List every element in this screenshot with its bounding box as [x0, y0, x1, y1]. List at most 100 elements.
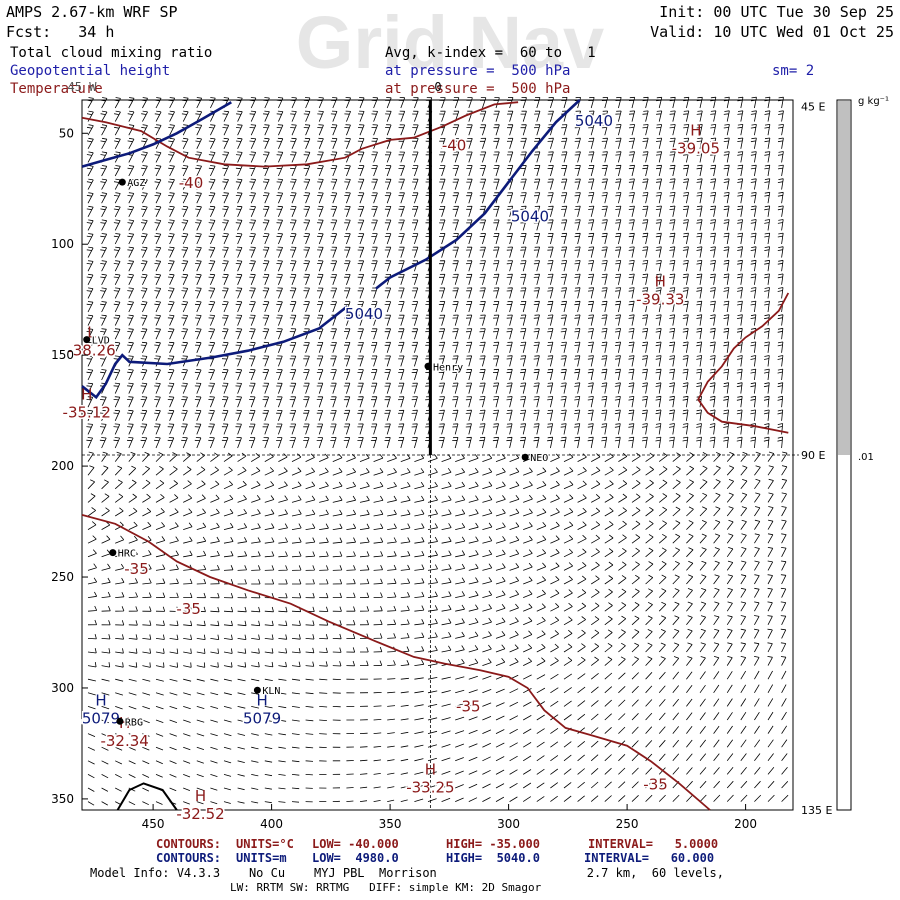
height-contour-units: UNITS=m	[236, 851, 287, 865]
station-dot	[109, 549, 117, 557]
height-contour	[81, 305, 349, 400]
extremum-value: -39.33	[636, 290, 684, 308]
field-cloud-label: Total cloud mixing ratio	[10, 45, 212, 61]
y-tick-label: 200	[51, 459, 74, 473]
station-label: LVD	[92, 336, 110, 347]
extremum-value: -32.52	[176, 805, 224, 823]
colorbar-fill	[838, 101, 850, 455]
height-contour	[81, 101, 232, 168]
temp-contour-prefix: CONTOURS:	[156, 837, 221, 851]
init-time: Init: 00 UTC Tue 30 Sep 25	[659, 3, 894, 21]
extremum-letter: L	[87, 323, 96, 341]
extremum-letter: H	[81, 386, 92, 404]
top-longitude-label: 0	[434, 80, 441, 94]
station-dot	[424, 362, 432, 370]
model-info-line-2: LW: RRTM SW: RRTMG DIFF: simple KM: 2D S…	[230, 881, 542, 894]
watermark: Grid Nav	[296, 1, 604, 84]
field-temperature-label: Temperature	[10, 81, 103, 97]
station-dot	[521, 453, 529, 461]
colorbar-value-label: .01	[858, 452, 874, 463]
temperature-contour-label: -40	[442, 136, 467, 154]
extremum-value: -38.26	[67, 341, 115, 359]
temperature-contour	[81, 514, 711, 811]
footer: CONTOURS: UNITS=°C LOW= -40.000 HIGH= -3…	[156, 837, 718, 865]
field-temperature-detail: at pressure = 500 hPa	[385, 81, 570, 97]
corner-longitude-label: 45 W	[68, 80, 98, 94]
map-axes: 450 400 350 300 250 200 50 100 150 200 250 300 350	[51, 126, 757, 831]
extremum-letter: H	[655, 272, 666, 290]
field-height-label: Geopotential height	[10, 63, 170, 79]
x-tick-label: 200	[734, 817, 757, 831]
extremum-letter: H	[95, 692, 106, 710]
extremum-value: -33.25	[406, 779, 454, 797]
height-contour-label: 5040	[345, 305, 383, 323]
temperature-contours	[81, 101, 790, 811]
extremum-value: -39.05	[672, 140, 720, 158]
station-dot	[118, 178, 126, 186]
longitude-label: 45 E	[801, 101, 825, 114]
height-contours	[81, 99, 581, 400]
y-tick-label: 350	[51, 792, 74, 806]
height-contour-interval: INTERVAL= 60.000	[584, 851, 714, 865]
temp-contour-high: HIGH= -35.000	[446, 837, 540, 851]
y-tick-label: 150	[51, 348, 74, 362]
station-label: NEO	[530, 453, 548, 464]
smoothing-label: sm= 2	[772, 63, 814, 79]
temp-contour-low: LOW= -40.000	[312, 837, 399, 851]
wind-barbs	[86, 96, 789, 806]
temperature-contour-label: -35	[456, 698, 481, 716]
field-height-detail: at pressure = 500 hPa	[385, 63, 570, 79]
coastline	[116, 782, 178, 811]
y-tick-label: 50	[59, 126, 74, 140]
x-tick-label: 450	[142, 817, 165, 831]
y-tick-label: 300	[51, 681, 74, 695]
temperature-contour-label: -40	[179, 174, 204, 192]
colorbar: g kg⁻¹ .01	[836, 96, 889, 811]
model-info-line-1b: 2.7 km, 60 levels,	[587, 866, 724, 880]
extremum-value: 5079	[82, 710, 120, 728]
extremum-letter: H	[425, 761, 436, 779]
temp-contour-interval: INTERVAL= 5.0000	[588, 837, 718, 851]
station-markers: AGZ LVD Henry NEO HRC KLN RBG	[83, 177, 550, 730]
extremum-letter: H	[195, 787, 206, 805]
longitude-labels: 45 E 90 E 135 E	[801, 101, 832, 817]
y-tick-label: 250	[51, 570, 74, 584]
x-tick-label: 350	[379, 817, 402, 831]
x-tick-label: 400	[260, 817, 283, 831]
temperature-contour	[81, 101, 519, 168]
station-dot	[116, 717, 124, 725]
extremum-letter: H	[690, 122, 701, 140]
extremum-value: 5079	[243, 710, 281, 728]
extremum-value: -35.12	[63, 404, 111, 422]
temp-contour-units: UNITS=°C	[236, 837, 294, 851]
model-info-line-1: Model Info: V4.3.3 No Cu MYJ PBL Morriso…	[90, 866, 437, 880]
longitude-label: 90 E	[801, 449, 825, 462]
temperature-contour-label: -35	[643, 775, 668, 793]
x-tick-label: 300	[497, 817, 520, 831]
station-label: HRC	[118, 549, 136, 560]
station-label: AGZ	[127, 178, 145, 189]
station-label: RBG	[125, 717, 143, 728]
temperature-contour-label: -35	[176, 600, 201, 618]
station-dot	[83, 336, 91, 344]
height-contour-low: LOW= 4980.0	[312, 851, 399, 865]
extrema-markers: H-39.05H-39.33L-38.26H-35.12H5079H-32.34…	[61, 122, 721, 825]
extremum-letter: H	[256, 692, 267, 710]
extremum-value: -32.34	[100, 732, 148, 750]
temperature-contour	[697, 292, 790, 434]
x-tick-label: 250	[616, 817, 639, 831]
field-cloud-detail: Avg, k-index = 60 to 1	[385, 45, 596, 61]
height-contour-label: 5040	[511, 207, 549, 225]
height-contour-label: 5040	[575, 112, 613, 130]
height-contour-high: HIGH= 5040.0	[446, 851, 540, 865]
valid-time: Valid: 10 UTC Wed 01 Oct 25	[650, 23, 894, 41]
longitude-label: 135 E	[801, 804, 832, 817]
extremum-letter: H	[119, 714, 130, 732]
coastline-layer	[116, 782, 178, 811]
station-dot	[253, 686, 261, 694]
wind-barbs-layer	[86, 96, 789, 806]
temperature-contour-label: -35	[124, 560, 149, 578]
y-tick-label: 100	[51, 237, 74, 251]
model-title: AMPS 2.67-km WRF SP	[6, 3, 178, 21]
